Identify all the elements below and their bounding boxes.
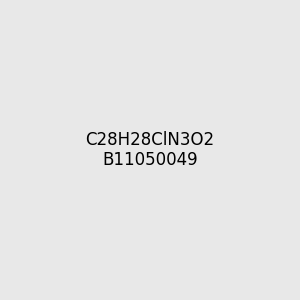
Text: C28H28ClN3O2
B11050049: C28H28ClN3O2 B11050049 xyxy=(85,130,214,170)
